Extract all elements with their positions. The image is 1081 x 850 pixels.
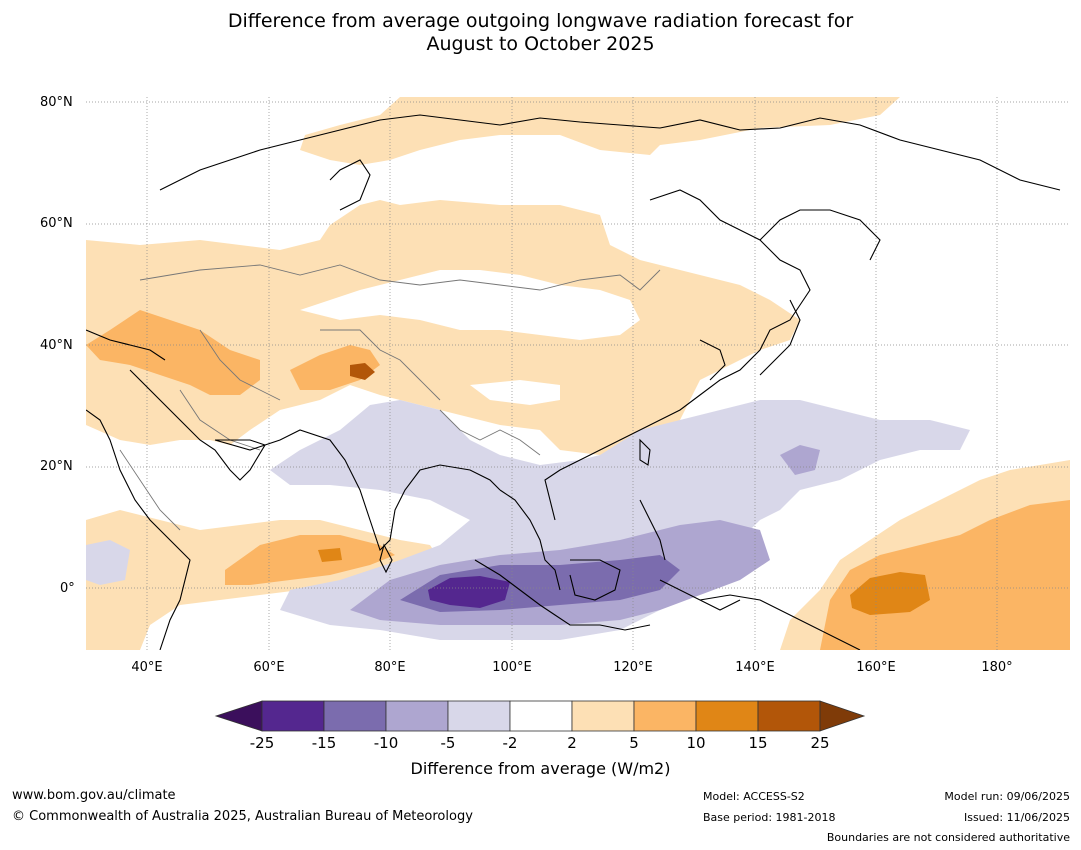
colorbar-segment xyxy=(261,700,325,732)
colorbar-tick-label: -25 xyxy=(249,734,275,752)
colorbar-tick-label: 25 xyxy=(810,734,830,752)
title-line-2: August to October 2025 xyxy=(426,33,655,55)
colorbar xyxy=(214,700,866,732)
colorbar-segment xyxy=(695,700,759,732)
colorbar-tick-label: 5 xyxy=(629,734,639,752)
country-boundaries xyxy=(119,264,661,531)
colorbar-segment xyxy=(385,700,449,732)
lat-label-40n: 40°N xyxy=(40,338,73,353)
colorbar-segment xyxy=(509,700,573,732)
colorbar-tick-label: -2 xyxy=(502,734,518,752)
lon-label-120e: 120°E xyxy=(613,660,653,675)
colorbar-segment xyxy=(633,700,697,732)
olr-anomaly-map xyxy=(86,97,1070,650)
boundary-disclaimer: Boundaries are not considered authoritat… xyxy=(826,831,1070,844)
lon-label-80e: 80°E xyxy=(374,660,406,675)
lon-label-60e: 60°E xyxy=(253,660,285,675)
colorbar-extend-high xyxy=(819,700,866,732)
lon-label-140e: 140°E xyxy=(735,660,775,675)
model-info: Model: ACCESS-S2 xyxy=(703,790,805,803)
lon-label-180: 180° xyxy=(981,660,1013,675)
colorbar-segment xyxy=(447,700,511,732)
issued-date: Issued: 11/06/2025 xyxy=(963,811,1070,824)
lon-label-40e: 40°E xyxy=(131,660,163,675)
colorbar-tick-label: 15 xyxy=(748,734,768,752)
lon-label-100e: 100°E xyxy=(492,660,532,675)
base-period-info: Base period: 1981-2018 xyxy=(703,811,836,824)
graticule xyxy=(86,97,1070,650)
colorbar-segment xyxy=(757,700,821,732)
model-run-date: Model run: 09/06/2025 xyxy=(944,790,1070,803)
colorbar-segment xyxy=(323,700,387,732)
colorbar-title: Difference from average (W/m2) xyxy=(410,759,671,778)
website-link[interactable]: www.bom.gov.au/climate xyxy=(12,788,176,803)
lon-label-160e: 160°E xyxy=(856,660,896,675)
coastlines xyxy=(86,114,1061,650)
colorbar-tick-label: -5 xyxy=(440,734,456,752)
lat-label-80n: 80°N xyxy=(40,95,73,110)
colorbar-tick-label: -10 xyxy=(373,734,399,752)
lat-label-20n: 20°N xyxy=(40,459,73,474)
colorbar-segment xyxy=(571,700,635,732)
lat-label-equator: 0° xyxy=(60,581,75,596)
title-line-1: Difference from average outgoing longwav… xyxy=(227,10,854,32)
negative-anomaly-shading xyxy=(86,400,970,640)
colorbar-tick-label: -15 xyxy=(311,734,337,752)
map-title: Difference from average outgoing longwav… xyxy=(0,10,1081,56)
colorbar-tick-label: 10 xyxy=(686,734,706,752)
colorbar-tick-label: 2 xyxy=(567,734,577,752)
lat-label-60n: 60°N xyxy=(40,216,73,231)
colorbar-extend-low xyxy=(214,700,263,732)
copyright-text: © Commonwealth of Australia 2025, Austra… xyxy=(12,809,473,824)
